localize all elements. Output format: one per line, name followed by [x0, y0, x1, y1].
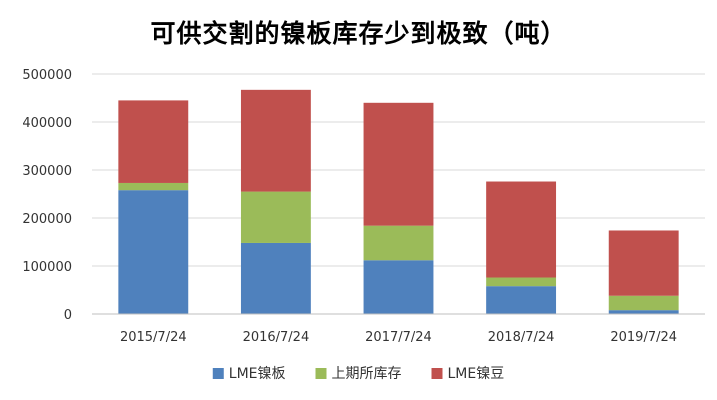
legend-swatch	[431, 368, 443, 379]
x-tick-label: 2017/7/24	[365, 330, 432, 345]
bar-segment	[240, 242, 311, 314]
x-tick-label: 2016/7/24	[243, 330, 310, 345]
bar-segment	[608, 230, 679, 296]
y-tick-label: 500000	[22, 68, 72, 83]
bar-segment	[240, 191, 311, 243]
bar-segment	[486, 181, 557, 278]
bar-segment	[118, 190, 189, 314]
bar-segment	[486, 277, 557, 287]
bar-segment	[486, 286, 557, 314]
bar-segment	[240, 89, 311, 192]
x-tick-label: 2015/7/24	[120, 330, 187, 345]
bar-segment	[118, 100, 189, 183]
legend: LME镍板 上期所库存 LME镍豆	[212, 366, 505, 382]
y-tick-label: 300000	[22, 164, 72, 179]
chart-title: 可供交割的镍板库存少到极致（吨）	[150, 19, 567, 48]
legend-swatch	[212, 368, 224, 379]
bar-segment	[608, 295, 679, 311]
bar-segment	[608, 310, 679, 314]
bar-segment	[363, 102, 434, 226]
y-tick-label: 0	[64, 308, 72, 323]
x-tick-label: 2018/7/24	[488, 330, 555, 345]
bar-segment	[363, 225, 434, 261]
y-tick-label: 200000	[22, 212, 72, 227]
legend-label: 上期所库存	[332, 366, 402, 382]
bars	[118, 89, 679, 314]
legend-swatch	[315, 368, 327, 379]
x-tick-label: 2019/7/24	[610, 330, 677, 345]
y-tick-label: 100000	[22, 260, 72, 275]
legend-label: LME镍豆	[448, 366, 505, 382]
bar-segment	[118, 182, 189, 191]
bar-segment	[363, 260, 434, 314]
axes: 0 100000 200000 300000 400000 500000 2015/7/24…	[22, 68, 705, 345]
legend-label: LME镍板	[229, 366, 286, 382]
y-tick-label: 400000	[22, 116, 72, 131]
